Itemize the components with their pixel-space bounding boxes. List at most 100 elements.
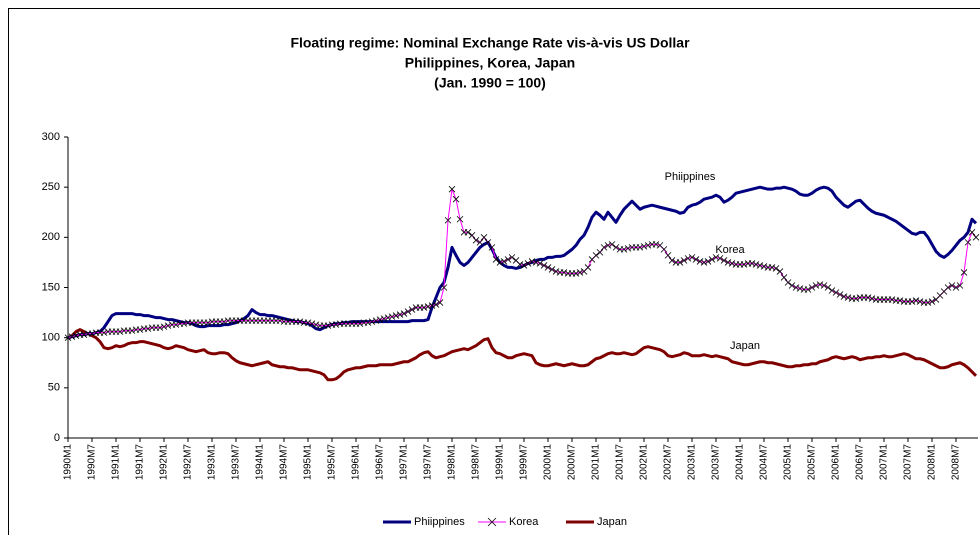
x-tick-label: 1990M7 <box>87 444 98 481</box>
x-tick-label: 2007M7 <box>903 444 914 481</box>
marker <box>852 295 860 302</box>
marker <box>296 318 304 325</box>
marker <box>368 318 376 325</box>
marker <box>788 282 796 289</box>
marker <box>64 334 72 341</box>
x-tick-label: 2005M7 <box>807 444 818 481</box>
marker <box>696 258 704 265</box>
marker <box>332 321 340 328</box>
marker <box>380 315 388 322</box>
marker <box>680 257 688 264</box>
marker <box>388 313 396 320</box>
x-tick-label: 1998M7 <box>471 444 482 481</box>
marker <box>312 321 320 328</box>
marker <box>808 284 816 291</box>
x-tick-label: 1999M1 <box>495 444 506 481</box>
x-tick-label: 1997M7 <box>423 444 434 481</box>
marker <box>428 302 436 309</box>
legend-label: Japan <box>597 516 627 528</box>
marker <box>156 324 164 331</box>
marker <box>496 259 504 266</box>
legend-label: Korea <box>509 516 539 528</box>
y-tick-label: 250 <box>42 181 60 193</box>
x-tick-label: 2001M7 <box>615 444 626 481</box>
y-tick-label: 150 <box>42 281 60 293</box>
x-tick-label: 1994M7 <box>279 444 290 481</box>
chart-title: (Jan. 1990 = 100) <box>434 75 546 91</box>
marker <box>540 262 548 269</box>
marker <box>768 264 776 271</box>
marker <box>528 258 536 265</box>
x-tick-label: 2008M1 <box>927 444 938 481</box>
marker <box>748 260 756 267</box>
x-tick-label: 1992M7 <box>183 444 194 481</box>
x-tick-label: 2006M7 <box>855 444 866 481</box>
x-tick-label: 2005M1 <box>783 444 794 481</box>
chart-title: Philippines, Korea, Japan <box>405 55 575 71</box>
marker <box>440 284 448 291</box>
marker <box>504 256 512 263</box>
marker <box>572 270 580 277</box>
marker <box>420 304 428 311</box>
marker <box>792 284 800 291</box>
marker <box>468 232 476 239</box>
x-tick-label: 2007M1 <box>879 444 890 481</box>
x-tick-label: 2002M1 <box>639 444 650 481</box>
marker <box>700 259 708 266</box>
marker <box>640 243 648 250</box>
marker <box>604 242 612 249</box>
marker <box>492 256 500 263</box>
x-tick-label: 1998M1 <box>447 444 458 481</box>
marker <box>620 246 628 253</box>
marker <box>824 284 832 291</box>
marker <box>796 285 804 292</box>
marker <box>384 314 392 321</box>
marker <box>552 268 560 275</box>
marker <box>456 215 464 223</box>
marker <box>136 326 144 333</box>
marker <box>408 306 416 313</box>
marker <box>908 298 916 305</box>
x-tick-label: 2000M1 <box>543 444 554 481</box>
annotation: Phiippines <box>665 171 716 183</box>
marker <box>652 241 660 248</box>
marker <box>868 295 876 302</box>
marker <box>720 257 728 264</box>
marker <box>636 244 644 251</box>
marker <box>688 254 696 261</box>
marker <box>484 239 492 246</box>
marker <box>464 229 472 236</box>
marker <box>888 296 896 303</box>
marker <box>180 320 188 327</box>
marker <box>928 298 936 305</box>
x-tick-label: 2004M7 <box>759 444 770 481</box>
marker <box>364 319 372 326</box>
annotation: Japan <box>730 340 760 352</box>
y-tick-label: 200 <box>42 231 60 243</box>
marker <box>592 252 600 259</box>
x-tick-label: 1997M1 <box>399 444 410 481</box>
marker <box>304 319 312 326</box>
marker <box>584 264 592 271</box>
marker <box>684 255 692 262</box>
marker <box>724 259 732 266</box>
marker <box>276 317 284 324</box>
marker <box>644 242 652 249</box>
marker <box>80 331 88 338</box>
marker <box>624 245 632 252</box>
marker <box>536 260 544 267</box>
marker <box>780 274 788 281</box>
marker <box>912 297 920 304</box>
marker <box>396 311 404 318</box>
marker <box>728 260 736 267</box>
x-tick-label: 1993M1 <box>207 444 218 481</box>
marker <box>752 261 760 268</box>
x-tick-label: 1991M1 <box>111 444 122 481</box>
marker <box>392 312 400 319</box>
marker <box>772 265 780 272</box>
x-tick-label: 2008M7 <box>951 444 962 481</box>
marker <box>660 246 668 253</box>
x-tick-label: 1994M1 <box>255 444 266 481</box>
x-tick-label: 2001M1 <box>591 444 602 481</box>
marker <box>524 260 532 267</box>
